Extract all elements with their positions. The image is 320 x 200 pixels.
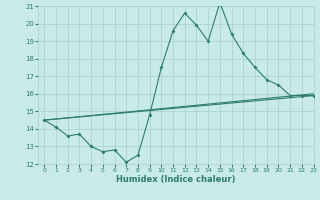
X-axis label: Humidex (Indice chaleur): Humidex (Indice chaleur) bbox=[116, 175, 236, 184]
